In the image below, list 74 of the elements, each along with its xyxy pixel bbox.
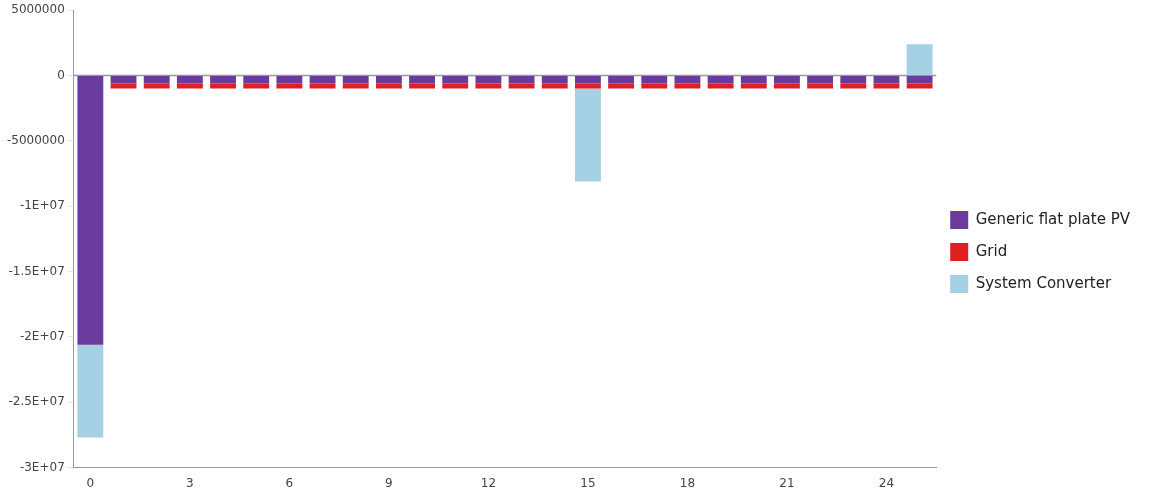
x-tick-label: 15 — [580, 475, 596, 490]
y-tick-label: 5000000 — [11, 2, 65, 17]
legend-label: Grid — [975, 241, 1008, 260]
bar — [873, 76, 900, 84]
bar — [77, 76, 104, 345]
bar — [807, 76, 834, 84]
y-tick-label: -1.5E+07 — [8, 263, 65, 278]
x-tick-label: 0 — [86, 475, 95, 490]
x-tick-label: 6 — [285, 475, 294, 490]
bar — [243, 83, 270, 89]
bar — [541, 76, 568, 84]
bar — [409, 76, 435, 84]
bar — [608, 83, 635, 89]
bar — [210, 76, 236, 84]
x-tick-label: 18 — [679, 475, 696, 490]
bar — [276, 83, 303, 89]
bar — [608, 76, 635, 84]
bar — [409, 83, 435, 89]
bar — [906, 83, 933, 89]
bar — [707, 83, 734, 89]
bar — [807, 83, 834, 89]
bar — [641, 83, 668, 89]
x-tick-label: 24 — [878, 475, 895, 490]
x-tick-label: 21 — [779, 475, 795, 490]
bar — [442, 83, 469, 89]
bar — [906, 44, 933, 76]
y-tick-label: -2E+07 — [19, 329, 65, 344]
x-tick-label: 9 — [385, 475, 393, 490]
bar — [641, 76, 668, 84]
legend-label: System Converter — [975, 273, 1112, 292]
bar — [243, 76, 270, 84]
bar — [110, 76, 137, 84]
bar — [840, 83, 867, 89]
bar — [176, 76, 203, 84]
bar — [740, 83, 767, 89]
bar — [77, 344, 104, 438]
bar — [110, 83, 137, 89]
bar — [143, 83, 170, 89]
bar — [906, 76, 933, 84]
legend-label: Generic flat plate PV — [975, 209, 1131, 228]
y-tick-label: -1E+07 — [19, 198, 65, 213]
x-tick-label: 12 — [480, 475, 497, 490]
bar — [574, 76, 601, 84]
bar — [342, 76, 369, 84]
bar — [375, 83, 402, 89]
bar — [541, 83, 568, 89]
bar — [475, 83, 502, 89]
bar — [309, 83, 336, 89]
bar — [574, 83, 601, 89]
bar — [574, 88, 601, 182]
y-tick-label: 0 — [57, 67, 65, 82]
bar — [707, 76, 734, 84]
y-tick-label: -5000000 — [6, 133, 65, 148]
y-tick-label: -3E+07 — [19, 459, 65, 474]
bar — [873, 83, 900, 89]
bar — [840, 76, 867, 84]
y-tick-label: -2.5E+07 — [8, 394, 65, 409]
x-tick-label: 3 — [186, 475, 194, 490]
bar — [674, 83, 701, 89]
bar — [508, 76, 535, 84]
bar — [508, 83, 535, 89]
bar — [210, 83, 236, 89]
bar — [375, 76, 402, 84]
bar — [176, 83, 203, 89]
bar — [342, 83, 369, 89]
bar — [442, 76, 469, 84]
bar — [309, 76, 336, 84]
bar — [276, 76, 303, 84]
bar — [475, 76, 502, 84]
bar — [143, 76, 170, 84]
bar — [774, 76, 800, 84]
bar — [674, 76, 701, 84]
bar — [774, 83, 800, 89]
bar — [740, 76, 767, 84]
